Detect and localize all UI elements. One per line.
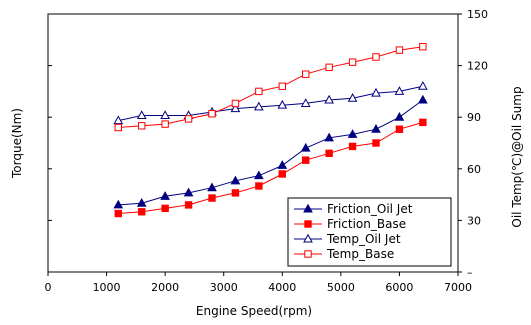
right-y-tick-label: –	[467, 266, 473, 279]
right-y-tick-label: 60	[467, 163, 481, 176]
data-point	[395, 125, 404, 133]
data-point	[255, 182, 263, 190]
data-point	[372, 53, 380, 61]
right-y-tick-label: 30	[467, 214, 481, 227]
data-point	[419, 118, 427, 127]
legend-label: Temp_Oil Jet	[326, 232, 401, 246]
data-point	[394, 86, 405, 95]
legend-label: Friction_Oil Jet	[327, 202, 413, 216]
data-point	[231, 99, 240, 108]
data-point	[114, 209, 122, 218]
data-point	[347, 93, 358, 102]
data-point	[395, 46, 404, 54]
data-point	[208, 110, 216, 118]
data-point	[138, 122, 146, 130]
left-y-axis-label: Torque(Nm)	[10, 108, 24, 179]
data-point	[208, 194, 216, 202]
data-point	[230, 175, 241, 185]
series-line	[118, 46, 423, 128]
data-point	[324, 94, 334, 104]
data-point	[278, 82, 286, 90]
data-point	[418, 81, 428, 90]
legend-swatch-marker	[304, 220, 312, 228]
data-point	[255, 87, 263, 96]
data-point	[300, 98, 311, 107]
data-point	[372, 139, 380, 147]
data-point	[138, 208, 146, 216]
data-point	[230, 103, 241, 113]
data-point	[113, 115, 124, 125]
legend-entry: Friction_Oil Jet	[294, 202, 413, 216]
data-point	[348, 58, 357, 66]
data-point	[325, 149, 333, 158]
x-axis: 0 1000 2000 3000 4000 5000 6000 7000	[45, 272, 472, 294]
series-0	[113, 94, 428, 209]
legend-label: Temp_Base	[326, 247, 394, 261]
data-point	[324, 132, 334, 142]
data-point	[207, 182, 217, 192]
right-y-tick-label: 90	[467, 111, 481, 124]
data-point	[161, 120, 169, 128]
data-point	[277, 160, 288, 169]
x-axis-label: Engine Speed(rpm)	[196, 304, 312, 318]
data-point	[136, 110, 147, 119]
x-tick-label: 3000	[210, 281, 238, 294]
series-line	[118, 121, 424, 214]
x-tick-label: 4000	[268, 281, 296, 294]
series-line	[118, 85, 424, 122]
data-point	[254, 170, 264, 180]
right-y-axis: – 30 60 90 120 150	[48, 8, 488, 279]
series-1	[114, 118, 427, 218]
data-point	[136, 197, 147, 207]
legend-swatch-marker	[303, 203, 313, 213]
data-point	[160, 110, 170, 119]
data-point	[300, 142, 311, 152]
data-point	[254, 101, 264, 111]
series-layer	[113, 42, 428, 218]
legend-swatch-marker	[304, 250, 312, 258]
legend-entry: Friction_Base	[294, 217, 406, 231]
data-point	[184, 201, 193, 209]
data-point	[348, 142, 357, 151]
x-tick-label: 2000	[151, 281, 179, 294]
data-point	[278, 170, 286, 178]
right-y-tick-label: 120	[467, 60, 488, 73]
x-tick-label: 5000	[327, 281, 355, 294]
series-3	[114, 42, 427, 132]
data-point	[302, 70, 310, 78]
data-point	[325, 63, 333, 72]
data-point	[160, 191, 170, 200]
data-point	[302, 156, 310, 164]
data-point	[347, 129, 358, 138]
data-point	[183, 187, 194, 197]
data-point	[184, 115, 193, 123]
x-tick-label: 1000	[93, 281, 121, 294]
legend-label: Friction_Base	[327, 217, 406, 231]
data-point	[394, 111, 405, 121]
legend-swatch-marker	[303, 233, 313, 243]
right-y-tick-label: 150	[467, 8, 488, 21]
data-point	[371, 124, 381, 133]
legend-entry: Temp_Oil Jet	[294, 232, 401, 246]
x-tick-label: 7000	[444, 281, 472, 294]
legend-entry: Temp_Base	[294, 247, 394, 261]
data-point	[161, 204, 169, 213]
data-point	[371, 87, 381, 97]
x-tick-label: 0	[45, 281, 52, 294]
data-point	[419, 42, 427, 51]
x-tick-label: 6000	[385, 281, 413, 294]
data-point	[114, 123, 122, 132]
series-line	[118, 99, 424, 206]
right-y-axis-label: Oil Temp(℃)@Oil Sump	[510, 86, 524, 227]
data-point	[231, 189, 240, 197]
data-point	[113, 199, 124, 209]
data-point	[277, 99, 288, 109]
data-point	[418, 94, 428, 104]
